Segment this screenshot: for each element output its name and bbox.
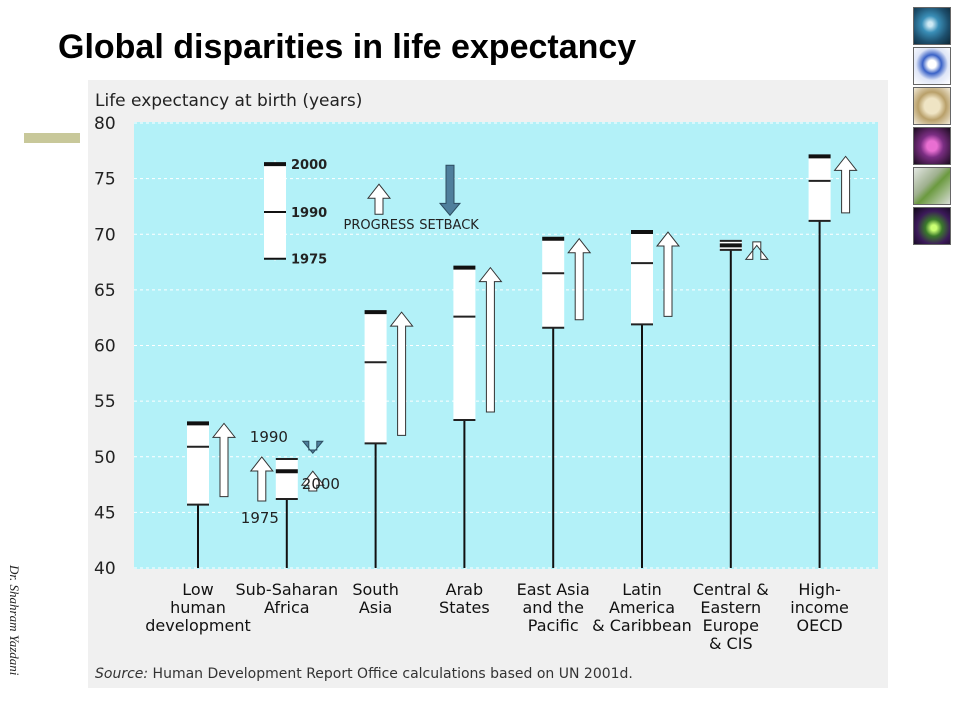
legend-year-label: 2000 bbox=[291, 158, 327, 173]
y-axis-title: Life expectancy at birth (years) bbox=[95, 91, 362, 111]
progress-arrow bbox=[567, 237, 592, 321]
ssa-label-2000: 2000 bbox=[302, 475, 340, 493]
category-label-line: income bbox=[790, 598, 849, 617]
y-tick-label: 45 bbox=[94, 503, 116, 523]
legend-progress-arrow bbox=[366, 183, 392, 215]
range-box bbox=[542, 238, 565, 328]
legend-year-label: 1975 bbox=[291, 253, 327, 268]
chart-legend: 1990 2000 1975 2000 1990 1975 PROGRESS SETBACK bbox=[241, 158, 479, 527]
range-bars bbox=[187, 154, 831, 568]
category-label-line: Low bbox=[182, 580, 214, 599]
legend-year-label: 1990 bbox=[291, 206, 327, 221]
ssa-label-1990: 1990 bbox=[250, 428, 288, 446]
range-box bbox=[453, 267, 476, 421]
category-label-line: Africa bbox=[264, 598, 310, 617]
range-box bbox=[631, 232, 653, 325]
progress-arrow bbox=[211, 422, 237, 498]
category-label-line: development bbox=[145, 616, 251, 635]
ssa-label-1975: 1975 bbox=[241, 509, 279, 527]
source-label: Source: bbox=[95, 666, 148, 682]
category-label-line: Central & bbox=[693, 580, 769, 599]
category-label-line: Asia bbox=[359, 598, 393, 617]
y-tick-label: 50 bbox=[94, 448, 116, 468]
progress-arrow bbox=[655, 231, 681, 317]
y-tick-label: 40 bbox=[94, 559, 116, 579]
category-label-line: States bbox=[439, 598, 490, 617]
globe-thumbnail bbox=[913, 7, 951, 45]
progress-arrow bbox=[478, 266, 503, 413]
category-label-line: Arab bbox=[446, 580, 483, 599]
category-label-line: & Caribbean bbox=[592, 616, 692, 635]
source-text: Human Development Report Office calculat… bbox=[148, 666, 633, 682]
category-label: Latin America & Caribbean bbox=[592, 580, 692, 635]
category-label: Sub-Saharan Africa bbox=[235, 580, 338, 617]
category-label: East Asia and the Pacific bbox=[517, 580, 590, 635]
y-tick-labels: 40 45 50 55 60 65 70 75 80 bbox=[94, 114, 116, 579]
progress-arrow bbox=[300, 470, 325, 492]
ssa-setback-arrow bbox=[301, 440, 324, 454]
cell-thumbnail bbox=[913, 207, 951, 245]
category-label-line: Europe bbox=[703, 616, 759, 635]
y-tick-label: 80 bbox=[94, 114, 116, 134]
category-label: Arab States bbox=[439, 580, 490, 617]
category-label-line: and the bbox=[522, 598, 583, 617]
life-expectancy-chart: Life expectancy at birth (years) 40 45 50 5… bbox=[88, 80, 888, 688]
category-label-line: Latin bbox=[622, 580, 662, 599]
slide-title: Global disparities in life expectancy bbox=[58, 28, 637, 66]
legend-setback-arrow bbox=[438, 164, 462, 217]
brain-scan-thumbnail bbox=[913, 127, 951, 165]
category-label: Low human development bbox=[145, 580, 251, 635]
range-box bbox=[187, 423, 209, 505]
y-tick-label: 65 bbox=[94, 281, 116, 301]
y-tick-label: 55 bbox=[94, 392, 116, 412]
range-box bbox=[364, 312, 387, 444]
range-box bbox=[808, 156, 831, 221]
range-box bbox=[275, 458, 298, 500]
molecule-thumbnail bbox=[913, 47, 951, 85]
legend-progress-label: PROGRESS bbox=[344, 218, 415, 233]
y-tick-label: 60 bbox=[94, 337, 116, 357]
legend-setback-label: SETBACK bbox=[419, 218, 479, 233]
pills-thumbnail bbox=[913, 87, 951, 125]
category-label-line: South bbox=[352, 580, 399, 599]
grid-lines bbox=[134, 122, 878, 569]
progress-arrow bbox=[744, 241, 769, 260]
category-label-line: Pacific bbox=[528, 616, 579, 635]
accent-bar bbox=[24, 133, 80, 143]
category-label-line: OECD bbox=[796, 616, 842, 635]
category-label: South Asia bbox=[352, 580, 399, 617]
category-label: High-income OECD bbox=[790, 580, 849, 635]
category-label-line: East Asia bbox=[517, 580, 590, 599]
category-label-line: & CIS bbox=[709, 634, 753, 653]
y-tick-label: 70 bbox=[94, 225, 116, 245]
source-note: Source: Human Development Report Office … bbox=[95, 666, 633, 682]
change-arrows bbox=[211, 155, 858, 502]
ssa-progress-arrow bbox=[249, 456, 274, 502]
progress-arrow bbox=[833, 155, 858, 214]
category-label-line: High- bbox=[798, 580, 841, 599]
category-label-line: Eastern bbox=[700, 598, 761, 617]
y-tick-label: 75 bbox=[94, 170, 116, 190]
category-label-line: Sub-Saharan bbox=[235, 580, 338, 599]
category-label: Central & Eastern Europe & CIS bbox=[693, 580, 769, 653]
author-credit: Dr. Shahram Yazdani bbox=[7, 565, 22, 676]
category-label-line: human bbox=[170, 598, 226, 617]
category-label-line: America bbox=[609, 598, 675, 617]
plant-thumbnail bbox=[913, 167, 951, 205]
progress-arrow bbox=[389, 311, 414, 436]
